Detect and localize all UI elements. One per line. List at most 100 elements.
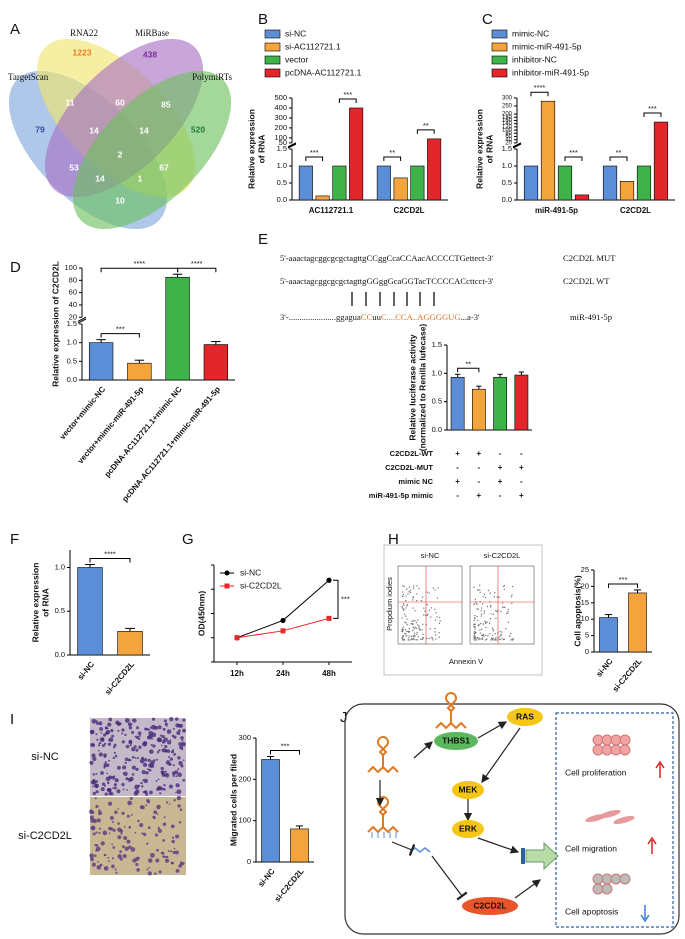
venn-count: 438 [143,49,157,59]
cell [104,761,107,764]
flow-event [473,617,476,619]
cell [111,734,115,738]
cell-icon [599,809,621,819]
cell [139,735,141,737]
flow-event [477,619,479,621]
flow-event [415,627,418,630]
cell [130,847,136,852]
cell [167,850,170,852]
flow-event [435,638,437,640]
cell [102,733,107,737]
cell [89,760,94,765]
up-arrow [655,760,665,778]
flow-event [405,634,407,637]
cell [91,753,96,758]
flow-event [485,621,487,623]
cell [122,788,125,791]
diagram-frame [344,703,680,935]
y-tick-label: 40 [69,300,77,309]
flow-event [438,636,440,638]
sequence: 5'-aaactagcggcgcgctagttgCCggCcaCCAacACCC… [280,253,494,263]
flow-event [401,617,403,619]
cell [162,787,166,791]
flow-event [403,585,406,588]
flow-event [412,620,415,622]
cell [147,858,153,863]
significance-bracket [177,267,217,273]
point [234,635,240,641]
significance-bracket [270,749,300,755]
arrow [477,837,520,854]
cell [95,790,99,794]
venn-count: 10 [115,195,125,205]
cell [163,719,167,723]
cell [108,826,112,831]
y-tick-label: 0.5 [502,178,512,187]
condition-mark: + [498,477,503,486]
flow-event [492,634,494,637]
flow-event [511,594,513,596]
sequence-label: C2CD2L WT [563,276,610,286]
flow-event [437,587,439,589]
flow-event [420,638,422,641]
panel-letter: C [482,11,493,28]
cell [105,763,110,768]
flow-event [496,610,498,613]
flow-event [405,599,407,602]
cell [113,783,117,787]
y-axis-label: of RNA [256,135,266,164]
cell [129,796,133,800]
flow-event [480,622,482,625]
cell [182,718,186,722]
legend-label: si-NC [285,28,306,38]
x-tick-label: AC112721.1 [309,206,354,215]
cell [112,846,116,849]
cell [172,727,175,730]
cell [113,743,117,747]
y-tick-label: 0 [247,857,251,866]
bar [315,195,330,201]
cell [90,818,95,823]
cell [138,745,142,749]
cell [156,750,160,754]
flow-event [402,603,405,605]
flow-event [507,621,510,624]
cell [150,852,155,858]
sequence-label: C2CD2L MUT [563,253,616,263]
inhibition [431,855,468,901]
outcome-label: Cell migration [565,843,617,853]
y-tick-label: 100 [502,128,513,134]
y-tick-label: 1.0 [502,161,512,170]
cell [130,814,133,816]
flow-event [412,638,414,641]
flow-event [426,591,429,593]
cell [179,808,183,811]
flow-event [480,613,483,615]
cell [165,855,169,859]
significance-label: *** [343,90,352,99]
cell [135,726,139,730]
up-arrow [647,836,657,854]
y-tick-label: 25 [581,565,589,574]
cell [141,785,144,788]
y-tick-label: 140 [502,121,513,127]
cell [108,860,110,863]
cell [156,813,159,816]
cell [147,758,151,762]
cell [116,765,121,770]
flow-event [501,637,503,640]
flow-event [405,622,407,624]
flow-event [421,638,424,641]
cell [90,857,94,862]
node-label: MEK [459,784,479,794]
flow-event [474,639,477,641]
cell [135,789,140,794]
panel-letter: J [340,709,348,726]
flow-event [408,627,410,630]
cell-icon [613,815,635,825]
axis-break [287,142,297,149]
flow-event [412,637,415,639]
cell [107,722,112,727]
flow-y-label: Propdium iodies [385,577,394,631]
